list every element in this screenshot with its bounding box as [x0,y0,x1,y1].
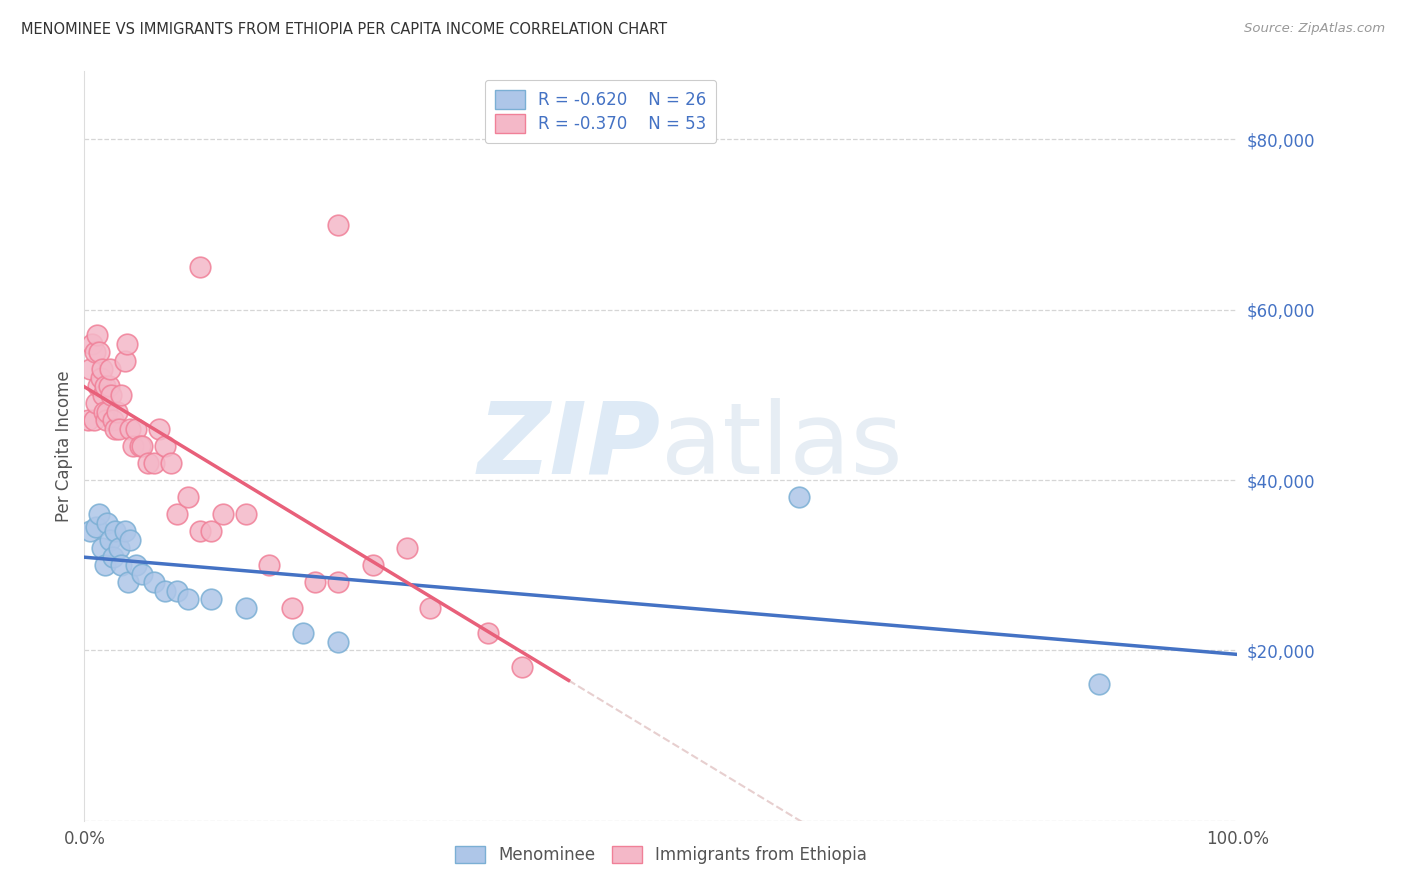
Point [136,456,159,470]
Point [125,558,148,573]
Point [257,558,280,573]
Point [84,520,107,534]
Point [115,336,138,351]
Point [103,549,124,564]
Point [96,516,118,530]
Point [89,345,111,359]
Point [235,600,257,615]
Point [211,507,233,521]
Point [84,396,107,410]
Point [326,218,349,232]
Point [83,345,105,359]
Point [98,362,121,376]
Point [103,413,124,427]
Point [128,439,150,453]
Point [76,413,98,427]
Point [87,379,110,393]
Point [83,413,105,427]
Point [188,260,211,275]
Point [281,600,304,615]
Point [94,558,117,573]
Point [82,336,104,351]
Point [114,354,136,368]
Point [419,600,441,615]
Point [177,592,200,607]
Point [326,635,349,649]
Point [93,405,115,419]
Point [153,439,176,453]
Point [160,456,183,470]
Point [166,583,188,598]
Point [117,575,139,590]
Point [91,388,114,402]
Point [89,371,111,385]
Point [94,379,117,393]
Point [114,524,136,538]
Point [121,439,143,453]
Point [200,592,222,607]
Point [96,405,118,419]
Text: MENOMINEE VS IMMIGRANTS FROM ETHIOPIA PER CAPITA INCOME CORRELATION CHART: MENOMINEE VS IMMIGRANTS FROM ETHIOPIA PE… [21,22,668,37]
Legend: Menominee, Immigrants from Ethiopia: Menominee, Immigrants from Ethiopia [446,838,876,872]
Point [108,422,131,436]
Point [105,405,128,419]
Point [90,362,112,376]
Point [125,422,148,436]
Point [177,490,200,504]
Point [361,558,384,573]
Text: ZIP: ZIP [478,398,661,494]
Point [396,541,419,556]
Point [1088,677,1111,691]
Point [100,388,122,402]
Point [142,456,165,470]
Point [131,566,153,581]
Point [153,583,176,598]
Point [787,490,810,504]
Point [235,507,257,521]
Point [200,524,222,538]
Point [304,575,326,590]
Point [98,533,121,547]
Point [188,524,211,538]
Point [512,660,534,674]
Point [104,524,127,538]
Point [110,558,132,573]
Point [108,541,131,556]
Point [89,507,111,521]
Point [86,328,108,343]
Point [90,541,112,556]
Point [110,388,132,402]
Point [97,379,120,393]
Point [142,575,165,590]
Text: Source: ZipAtlas.com: Source: ZipAtlas.com [1244,22,1385,36]
Point [79,524,101,538]
Point [120,422,142,436]
Point [79,362,101,376]
Point [104,422,127,436]
Point [292,626,315,640]
Y-axis label: Per Capita Income: Per Capita Income [55,370,73,522]
Point [477,626,499,640]
Point [96,413,118,427]
Text: atlas: atlas [661,398,903,494]
Point [326,575,349,590]
Point [120,533,142,547]
Point [131,439,153,453]
Point [166,507,188,521]
Point [148,422,170,436]
